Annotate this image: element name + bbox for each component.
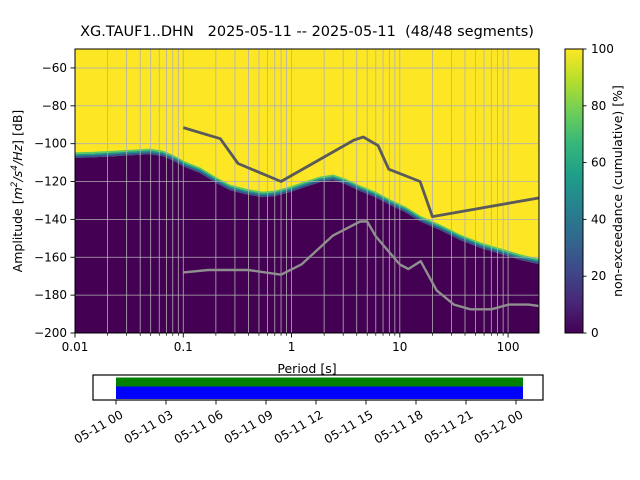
y-tick-label: −100: [34, 137, 67, 151]
timeline-green-coverage-bar: [116, 377, 523, 387]
timeline-tick-label: 05-11 06: [172, 407, 226, 446]
colorbar-tick-label: 100: [591, 42, 614, 56]
plot-spines: [74, 48, 540, 334]
y-tick-label: −60: [42, 61, 67, 75]
timeline-tick-label: 05-11 21: [422, 407, 476, 446]
timeline-tick-label: 05-11 12: [272, 407, 326, 446]
colorbar-tick-label: 40: [591, 212, 606, 226]
y-tick-label: −120: [34, 175, 67, 189]
timeline-tick-label: 05-11 18: [372, 407, 426, 446]
heatmap-transition-band: [75, 148, 539, 261]
colorbar: 0 20 40 60 80 100: [564, 42, 614, 340]
timeline-tick-label: 05-11 03: [122, 407, 176, 446]
x-tick-label: 10: [392, 340, 407, 354]
colorbar-tick-label: 20: [591, 269, 606, 283]
colorbar-gradient: [564, 48, 584, 334]
x-tick-label: 100: [497, 340, 520, 354]
timeline-tick-label: 05-12 00: [472, 407, 526, 446]
plot-grid: [75, 49, 539, 333]
axis-ticks: [70, 67, 509, 338]
nhnm-line: [182, 126, 539, 218]
figure-title: XG.TAUF1..DHN 2025-05-11 -- 2025-05-11 (…: [80, 24, 534, 40]
psd-heatmap: [75, 49, 539, 333]
timeline-tick-label: 05-11 00: [72, 407, 126, 446]
heatmap-transition-band: [75, 150, 539, 263]
colorbar-tick-label: 60: [591, 156, 606, 170]
colorbar-label: non-exceedance (cumulative) [%]: [610, 85, 625, 297]
heatmap-0pct-region: [75, 154, 539, 333]
y-tick-label: −200: [34, 326, 67, 340]
y-tick-label: −180: [34, 288, 67, 302]
x-tick-label: 1: [288, 340, 296, 354]
x-tick-label: 0.1: [174, 340, 193, 354]
x-axis-label: Period [s]: [277, 361, 336, 376]
colorbar-tick-label: 0: [591, 326, 599, 340]
y-tick-label: −160: [34, 250, 67, 264]
y-axis-label: Amplitude [m2/s4/Hz] [dB]: [10, 110, 25, 273]
y-tick-label: −80: [42, 99, 67, 113]
colorbar-tick-label: 80: [591, 99, 606, 113]
timeline-blue-coverage-bar: [116, 386, 523, 399]
timeline-tick-label: 05-11 15: [322, 407, 376, 446]
timeline-tick-label: 05-11 09: [222, 407, 276, 446]
y-tick-label: −140: [34, 212, 67, 226]
x-tick-labels: 0.01 0.1 1 10 100: [62, 340, 520, 354]
y-tick-labels: −60 −80 −100 −120 −140 −160 −180 −200: [34, 61, 67, 340]
x-tick-label: 0.01: [62, 340, 89, 354]
heatmap-transition-band: [75, 152, 539, 265]
nlnm-line: [183, 220, 539, 311]
